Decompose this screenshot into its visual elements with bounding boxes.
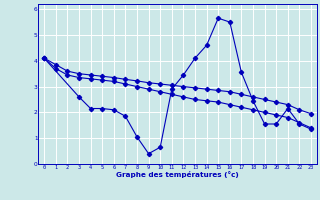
X-axis label: Graphe des températures (°c): Graphe des températures (°c)	[116, 171, 239, 178]
